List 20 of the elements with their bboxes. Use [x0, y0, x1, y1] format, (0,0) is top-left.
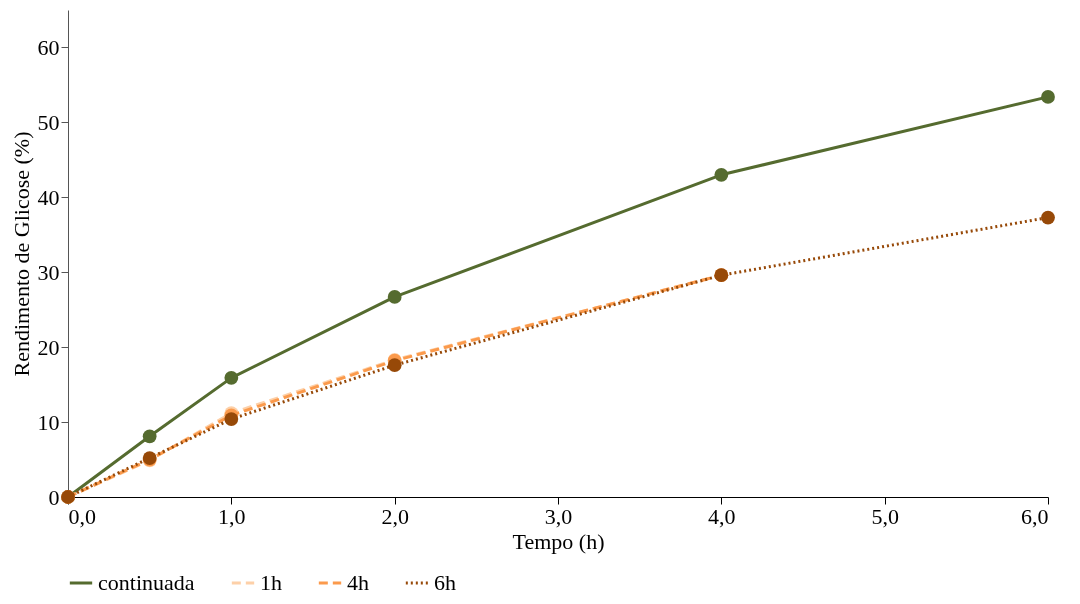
- y-tick-label: 40: [37, 184, 60, 210]
- y-tick-label: 20: [37, 334, 60, 360]
- legend-label: 4h: [347, 570, 369, 595]
- legend-label: 1h: [260, 570, 282, 595]
- y-tick-label: 10: [37, 409, 60, 435]
- x-axis-title: Tempo (h): [512, 528, 605, 554]
- x-tick-label: 5,0: [871, 503, 899, 529]
- x-tick-label: 1,0: [218, 503, 246, 529]
- legend-label: continuada: [98, 570, 195, 595]
- x-tick-label: 3,0: [544, 503, 573, 529]
- x-tick-label: 0,0: [68, 503, 96, 529]
- x-tick-label: 6,0: [1021, 503, 1049, 529]
- y-axis-title: Rendimento de Glicose (%): [8, 131, 34, 377]
- y-tick-label: 30: [37, 259, 60, 285]
- y-tick-label: 0: [48, 484, 60, 510]
- y-tick-label: 60: [37, 34, 60, 60]
- x-tick-label: 2,0: [381, 503, 409, 529]
- y-tick-label: 50: [37, 109, 60, 135]
- x-tick-label: 4,0: [708, 503, 736, 529]
- legend-label: 6h: [434, 570, 456, 595]
